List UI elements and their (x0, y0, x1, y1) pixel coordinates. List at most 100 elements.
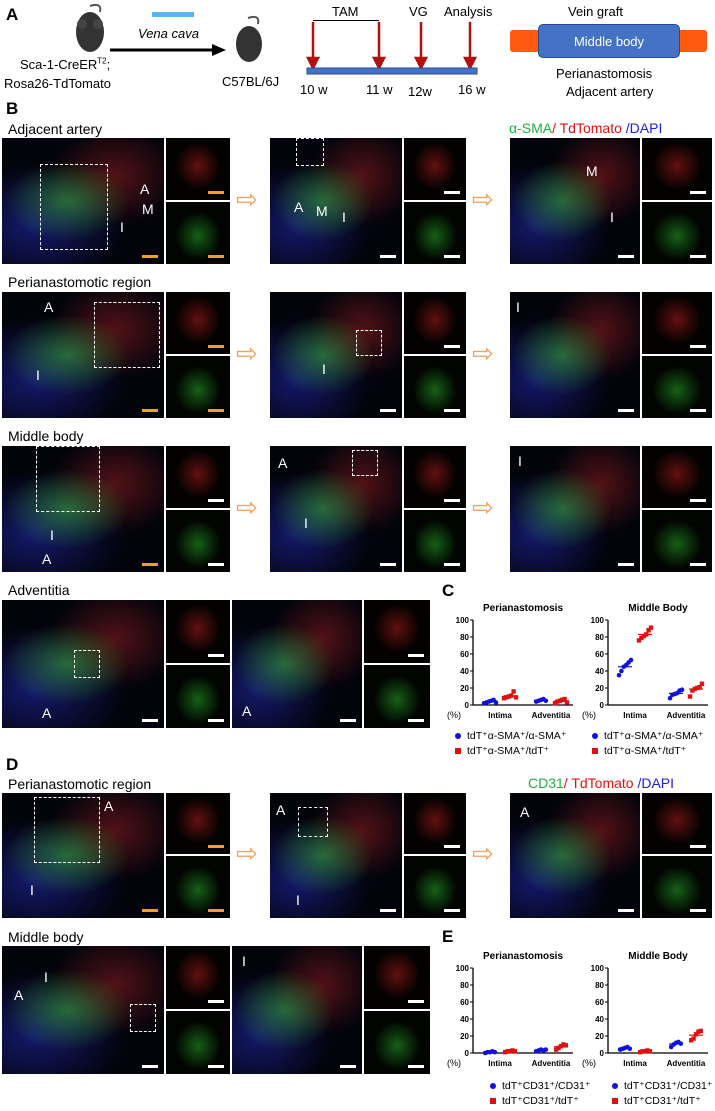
data-point (646, 628, 651, 633)
data-point (628, 657, 634, 663)
micrograph-red-channel (404, 793, 466, 854)
mouse-icon (236, 15, 262, 62)
stain-legend-d: CD31/ TdTomato /DAPI (528, 775, 675, 791)
data-point (695, 685, 700, 691)
chart-title: Perianastomosis (483, 951, 563, 962)
mouse-icon (76, 3, 104, 52)
data-point (513, 695, 519, 700)
y-axis-unit: (%) (447, 1058, 461, 1068)
micrograph-red-channel (364, 600, 430, 663)
y-axis-unit: (%) (582, 1058, 596, 1068)
data-point (638, 1049, 643, 1055)
micrograph-green-channel (166, 665, 230, 728)
micrograph-red-channel (166, 600, 230, 663)
x-tick-label: Adventitia (532, 1059, 571, 1068)
y-tick-label: 20 (460, 684, 469, 693)
data-point (560, 697, 565, 703)
legend-item: tdT⁺α-SMA⁺/tdT⁺ (455, 745, 549, 757)
data-point (562, 696, 567, 702)
week-10: 10 w (300, 82, 328, 97)
transfer-arrow (110, 44, 226, 56)
micrograph-green-channel (166, 202, 230, 264)
data-point (552, 701, 558, 706)
chart-c-perianastomosis: Perianastomosis 0 20 40 60 80 100 (%) Intima Adve… (447, 603, 573, 720)
micrograph-green-channel (166, 856, 230, 918)
micrograph-red-channel (642, 138, 712, 200)
micrograph-merge: I (510, 292, 640, 418)
zoom-arrow-icon: ⇨ (472, 492, 494, 522)
data-point (501, 696, 507, 701)
micrograph-red-channel (642, 446, 712, 508)
data-point (493, 700, 499, 705)
micrograph-red-channel (166, 946, 230, 1009)
vg-label: VG (409, 4, 428, 19)
red-square-marker (490, 1098, 496, 1104)
data-point (690, 688, 695, 693)
data-point (667, 695, 673, 701)
recipient-strain: C57BL/6J (222, 74, 280, 89)
data-point (561, 1042, 566, 1047)
row-title-adjacent-artery: Adjacent artery (8, 121, 103, 137)
week-12: 12w (408, 84, 432, 99)
micrograph-green-channel (642, 510, 712, 572)
micrograph-green-channel (166, 1011, 230, 1074)
vein-graft-label: Vein graft (568, 4, 623, 19)
micrograph-merge: A (2, 600, 164, 728)
micrograph-green-channel (642, 356, 712, 418)
micrograph-red-channel (166, 446, 230, 508)
zoom-arrow-icon: ⇨ (236, 492, 258, 522)
chart-title: Perianastomosis (483, 603, 563, 614)
blue-circle-marker (612, 1083, 618, 1089)
data-point (543, 1047, 549, 1052)
micrograph-green-channel (364, 665, 430, 728)
x-tick-label: Intima (623, 711, 647, 720)
chart-e-perianastomosis: Perianastomosis 0 20 40 60 80 100 (%) Intima Adve… (447, 951, 573, 1068)
tam-label: TAM (332, 4, 359, 19)
stain-legend-b: α-SMA/ TdTomato /DAPI (509, 120, 663, 136)
data-point (693, 1032, 699, 1037)
x-tick-label: Intima (623, 1059, 647, 1068)
perianastomosis-label: Perianastomosis (556, 66, 653, 81)
donor-strain: Sca-1-CreERT2; (20, 56, 111, 72)
micrograph-green-channel (404, 856, 466, 918)
row-title-perianastomotic: Perianastomotic region (8, 274, 152, 290)
y-tick-label: 40 (595, 1015, 604, 1024)
zoom-arrow-icon: ⇨ (472, 184, 494, 214)
micrograph-green-channel (642, 856, 712, 918)
data-point (639, 635, 644, 641)
data-point (697, 684, 702, 690)
legend-item: tdT⁺CD31⁺/tdT⁺ (490, 1095, 579, 1107)
x-tick-label: Intima (488, 711, 512, 720)
y-tick-label: 0 (600, 1049, 605, 1058)
blue-circle-marker (490, 1083, 496, 1089)
red-square-marker (455, 748, 461, 754)
zoom-arrow-icon: ⇨ (472, 338, 494, 368)
row-title-perianastomotic: Perianastomotic region (8, 776, 152, 792)
x-tick-label: Adventitia (532, 711, 571, 720)
data-point (503, 1049, 508, 1055)
y-tick-label: 100 (591, 964, 605, 973)
y-tick-label: 60 (595, 650, 604, 659)
blue-circle-marker (592, 733, 598, 739)
y-tick-label: 20 (595, 1032, 604, 1041)
timeline (305, 22, 478, 75)
micrograph-merge: I (270, 292, 402, 418)
data-point (511, 689, 516, 694)
micrograph-red-channel (166, 138, 230, 200)
data-point (616, 672, 622, 678)
red-square-marker (612, 1098, 618, 1104)
micrograph-green-channel (166, 356, 230, 418)
micrograph-red-channel (364, 946, 430, 1009)
x-tick-label: Intima (488, 1059, 512, 1068)
y-tick-label: 100 (456, 964, 470, 973)
artery-end-right (677, 30, 707, 52)
micrograph-red-channel (642, 793, 712, 854)
y-tick-label: 60 (595, 998, 604, 1007)
legend-item: tdT⁺α-SMA⁺/α-SMA⁺ (455, 730, 566, 742)
micrograph-red-channel (642, 292, 712, 354)
